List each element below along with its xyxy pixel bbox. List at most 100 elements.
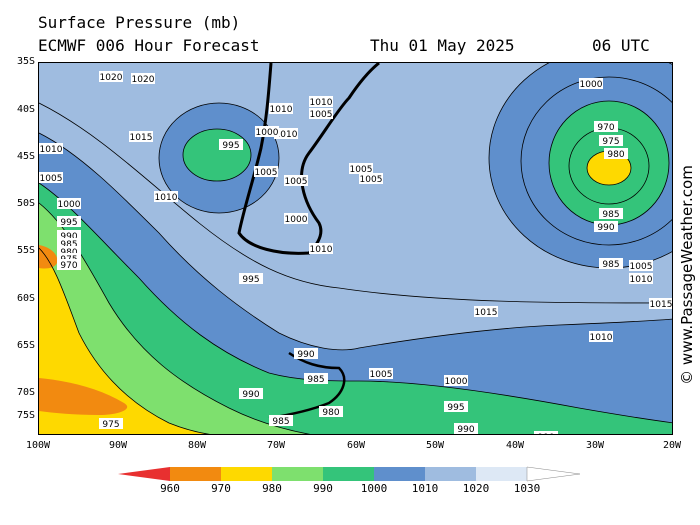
- isobar-label: 990: [537, 433, 554, 435]
- lon-label: 50W: [425, 440, 445, 451]
- colorbar-segment-980-990: [272, 467, 323, 481]
- isobar-label-bg: [629, 273, 653, 284]
- lat-label: 75S: [16, 410, 35, 421]
- isobar-label: 980: [607, 150, 624, 160]
- lon-label: 60W: [346, 440, 366, 451]
- isobar-label: 1005: [40, 174, 63, 184]
- colorbar-label: 970: [211, 482, 231, 495]
- isobar-label-bg: [444, 401, 468, 412]
- colorbar-label: 1000: [360, 482, 388, 495]
- isobar-label: 1005: [370, 370, 393, 380]
- isobar-label-bg: [604, 148, 628, 159]
- isobar-label: 1020: [132, 75, 155, 85]
- forecast-time: 06 UTC: [592, 36, 650, 55]
- colorbar-segment-1020-1030: [476, 467, 527, 481]
- isobar-label: 1005: [285, 177, 308, 187]
- isobar-labels: 1020 1020 1015 1010 1010 1005 1000 995 1010 1005 1…: [39, 71, 672, 435]
- isobar-label-bg: [274, 128, 298, 139]
- forecast-model: ECMWF 006 Hour Forecast: [38, 36, 260, 55]
- isobar-label: 1000: [445, 377, 468, 387]
- isobar-label: 1000: [58, 200, 81, 210]
- isobar-label: 1005: [360, 175, 383, 185]
- isobar-label-bg: [599, 208, 623, 219]
- isobar-label-bg: [444, 375, 468, 386]
- isobar-label: 1010: [590, 333, 613, 343]
- isobar-label: 995: [222, 141, 239, 151]
- isobar-label: 995: [60, 218, 77, 228]
- isobar-label: 1015: [475, 308, 498, 318]
- lat-label: 70S: [16, 387, 35, 398]
- isobar-label: 980: [322, 408, 339, 418]
- isobar-label-bg: [649, 298, 672, 309]
- lat-label: 55S: [16, 245, 35, 256]
- colorbar-label: 1020: [462, 482, 490, 495]
- colorbar-segment-990-1000: [323, 467, 374, 481]
- isobar-label: 1005: [255, 168, 278, 178]
- pressure-map[interactable]: 1020 1020 1015 1010 1010 1005 1000 995 1010 1005 1…: [38, 62, 673, 435]
- isobar-label: 1015: [130, 133, 153, 143]
- colorbar-segment-1000-1010: [374, 467, 425, 481]
- isobar-label-bg: [309, 243, 333, 254]
- isobar-label-bg: [594, 121, 618, 132]
- isobar-label-bg: [57, 230, 81, 241]
- band-990-1000: [39, 183, 672, 434]
- isobar-label: 1010: [275, 130, 298, 140]
- isobar-label: 1020: [100, 73, 123, 83]
- isobar-label-bg: [57, 198, 81, 209]
- colorbar-label: 1030: [513, 482, 541, 495]
- lat-label: 35S: [16, 56, 35, 67]
- isobar-label-bg: [57, 238, 81, 249]
- isobar-label-bg: [579, 78, 603, 89]
- isobar-label: 990: [597, 223, 614, 233]
- isobar-label-bg: [269, 103, 293, 114]
- map-title: Surface Pressure (mb): [38, 13, 241, 32]
- isobar-label: 1000: [580, 80, 603, 90]
- isobar-label-bg: [57, 216, 81, 227]
- isobar-label: 1000: [285, 215, 308, 225]
- isobar-label: 985: [272, 417, 289, 427]
- atlantic-low-980: [587, 151, 631, 185]
- isobar-label-bg: [629, 260, 653, 271]
- isobar-label-bg: [599, 258, 623, 269]
- isobar-label: 985: [602, 210, 619, 220]
- isobar-label: 1010: [155, 193, 178, 203]
- isobar-label: 1010: [40, 145, 63, 155]
- isobar-label: 990: [297, 350, 314, 360]
- lon-label: 80W: [187, 440, 207, 451]
- antarctic-peninsula: [268, 351, 346, 420]
- isobar-label-bg: [454, 423, 478, 434]
- isobar-label-bg: [57, 259, 81, 270]
- isobar-label: 1010: [630, 275, 653, 285]
- isobar-label-bg: [131, 73, 155, 84]
- isobar-label-bg: [309, 108, 333, 119]
- lat-label: 45S: [16, 151, 35, 162]
- isobar-label-bg: [239, 388, 263, 399]
- isobar-label: 1005: [630, 262, 653, 272]
- isobar-label-bg: [294, 348, 318, 359]
- isobar-label-bg: [154, 191, 178, 202]
- isobar-label-bg: [39, 143, 63, 154]
- isobar-label: 990: [60, 232, 77, 242]
- copyright-text: © www.PassageWeather.com: [678, 165, 696, 385]
- colorbar-label: 1010: [411, 482, 439, 495]
- isobar-label-bg: [254, 166, 278, 177]
- isobar-label: 990: [242, 390, 259, 400]
- band-960-970-west: [39, 245, 58, 269]
- colorbar-label: 960: [160, 482, 180, 495]
- isobar-label-bg: [99, 418, 123, 429]
- isobar-label-bg: [219, 139, 243, 150]
- isobar-label: 1010: [310, 98, 333, 108]
- isobar-label-bg: [129, 131, 153, 142]
- colorbar-segment-970-980: [221, 467, 272, 481]
- lon-label: 100W: [25, 440, 51, 451]
- lon-label: 90W: [108, 440, 128, 451]
- colorbar-segment-1010-1020: [425, 467, 476, 481]
- isobar-label: 970: [60, 261, 77, 271]
- isobar-label-bg: [474, 306, 498, 317]
- colorbar-label: 980: [262, 482, 282, 495]
- lat-label: 65S: [16, 340, 35, 351]
- pressure-colorbar: [118, 466, 581, 482]
- isobar-label-bg: [304, 373, 328, 384]
- colorbar-segment-lt960: [118, 467, 170, 481]
- isobar-label-bg: [589, 331, 613, 342]
